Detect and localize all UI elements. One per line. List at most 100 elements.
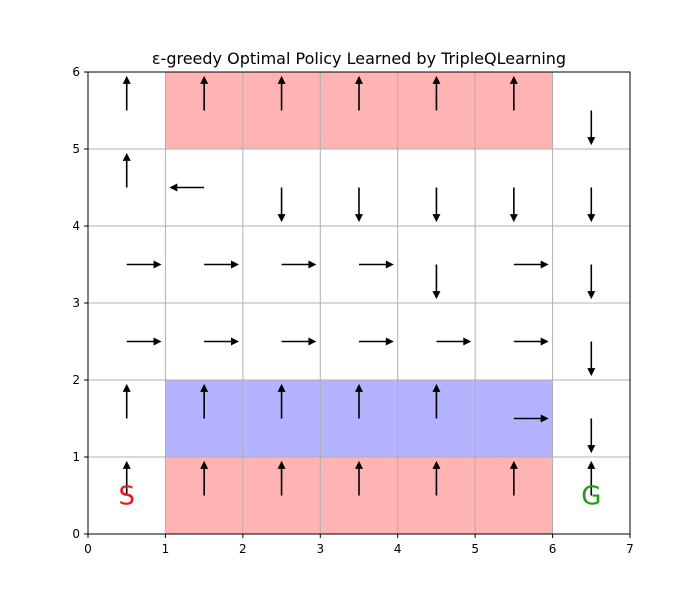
policy-arrow-down (355, 187, 363, 223)
grid-layer (88, 72, 630, 534)
policy-arrow-right (126, 260, 162, 269)
ticks-layer: 0 1 2 3 4 5 6 7 0 1 2 3 4 5 6 (72, 65, 633, 556)
arrow-head (540, 260, 549, 269)
arrow-head (587, 214, 596, 223)
arrow-head (587, 137, 596, 146)
y-tick-label: 1 (72, 450, 80, 464)
x-tick-label: 5 (471, 542, 479, 556)
policy-arrow-up (355, 460, 363, 496)
arrow-head (277, 214, 286, 223)
policy-arrow-up (432, 75, 441, 111)
arrow-head (432, 460, 441, 469)
y-tick-label: 2 (72, 373, 80, 387)
policy-arrow-down (587, 110, 596, 146)
policy-arrow-right (513, 414, 549, 423)
x-tick-label: 1 (162, 542, 170, 556)
policy-arrow-down (587, 341, 596, 377)
policy-arrow-down (432, 187, 441, 223)
policy-arrow-up (432, 383, 441, 419)
arrow-head (540, 414, 549, 423)
x-tick-label: 2 (239, 542, 247, 556)
arrow-head (509, 214, 518, 223)
arrow-head (463, 337, 472, 346)
policy-arrow-right (204, 260, 239, 269)
policy-arrow-up (355, 383, 363, 419)
goal-marker: G (581, 482, 601, 512)
arrow-head (385, 260, 394, 269)
arrow-head (385, 337, 394, 346)
policy-arrow-up (509, 75, 518, 111)
arrow-head (200, 383, 209, 392)
arrow-head (277, 383, 286, 392)
chart-title: ε-greedy Optimal Policy Learned by Tripl… (152, 49, 566, 68)
x-tick-label: 0 (84, 542, 92, 556)
policy-arrow-right (204, 337, 239, 346)
arrow-head (122, 383, 131, 392)
arrow-head (432, 383, 441, 392)
arrow-head (308, 260, 317, 269)
y-tick-label: 4 (72, 219, 80, 233)
policy-arrow-right (281, 337, 317, 346)
arrow-head (122, 75, 131, 84)
arrow-head (432, 75, 441, 84)
arrow-head (432, 291, 441, 300)
policy-arrow-up (355, 75, 363, 111)
policy-arrow-up (122, 460, 131, 496)
policy-arrow-left (169, 183, 205, 192)
policy-arrow-right (513, 260, 549, 269)
y-tick-label: 3 (72, 296, 80, 310)
policy-arrow-right (513, 337, 549, 346)
arrow-head (587, 291, 596, 300)
arrow-head (509, 460, 518, 469)
policy-arrow-up (277, 460, 286, 496)
arrow-head (122, 152, 131, 161)
start-marker: S (118, 482, 135, 512)
arrows-layer (122, 75, 596, 496)
arrow-head (509, 75, 518, 84)
arrow-head (355, 460, 363, 469)
x-tick-label: 3 (316, 542, 324, 556)
arrow-head (153, 337, 162, 346)
policy-arrow-up (587, 460, 596, 496)
arrow-head (200, 75, 209, 84)
arrow-head (153, 260, 162, 269)
arrow-head (587, 460, 596, 469)
x-tick-label: 7 (626, 542, 634, 556)
arrow-head (230, 260, 239, 269)
policy-arrow-up (122, 152, 131, 188)
y-tick-label: 6 (72, 65, 80, 79)
policy-arrow-up (200, 75, 209, 111)
policy-arrow-up (277, 75, 286, 111)
arrow-head (308, 337, 317, 346)
policy-arrow-right (436, 337, 472, 346)
arrow-head (230, 337, 239, 346)
policy-arrow-right (359, 337, 394, 346)
y-tick-label: 0 (72, 527, 80, 541)
arrow-head (277, 75, 286, 84)
policy-arrow-up (200, 460, 209, 496)
arrow-head (587, 445, 596, 454)
policy-arrow-down (509, 187, 518, 223)
policy-arrow-up (122, 75, 131, 111)
policy-arrow-right (359, 260, 394, 269)
x-tick-label: 6 (549, 542, 557, 556)
policy-arrow-down (587, 187, 596, 223)
arrow-head (277, 460, 286, 469)
arrow-head (169, 183, 178, 192)
policy-arrow-up (432, 460, 441, 496)
arrow-head (355, 75, 363, 84)
arrow-head (200, 460, 209, 469)
policy-arrow-down (277, 187, 286, 223)
policy-arrow-up (200, 383, 209, 419)
policy-arrow-up (277, 383, 286, 419)
policy-arrow-right (281, 260, 317, 269)
arrow-head (355, 214, 363, 223)
policy-arrow-up (122, 383, 131, 419)
policy-arrow-down (432, 264, 441, 300)
arrow-head (122, 460, 131, 469)
arrow-head (355, 383, 363, 392)
policy-arrow-up (509, 460, 518, 496)
policy-arrow-down (587, 418, 596, 454)
